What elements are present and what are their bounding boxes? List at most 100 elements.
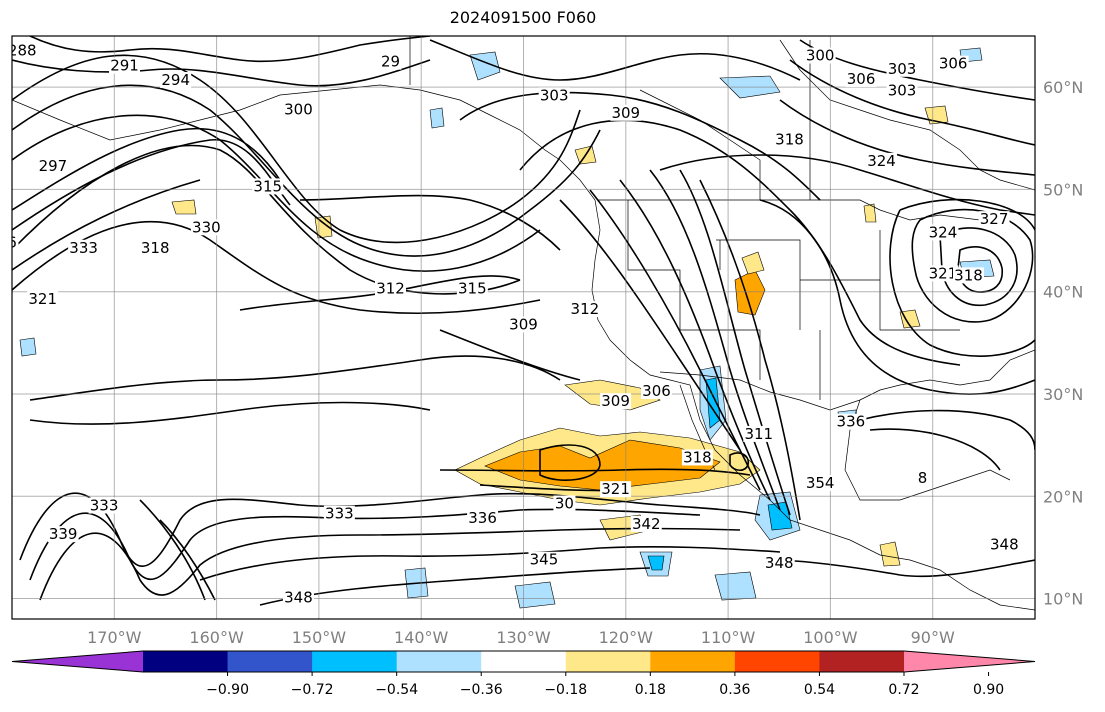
lon-tick-label: 150°W <box>292 628 347 647</box>
map-frame <box>11 35 1036 620</box>
contour-label-bg <box>528 551 560 568</box>
contour-pac-5 <box>439 329 581 381</box>
contour-ak-1 <box>429 39 801 81</box>
contour-label: 30 <box>555 494 574 512</box>
colorbar-tick-label: −0.72 <box>291 682 334 698</box>
contour-label-bg <box>323 505 355 522</box>
contour-label-bg <box>804 47 836 64</box>
latitude-ticks: 10°N 20°N 30°N 40°N 50°N 60°N <box>1043 78 1083 608</box>
contour-label-bg <box>12 234 19 251</box>
contour-label-bg <box>379 53 402 70</box>
contour-label-bg <box>804 475 836 492</box>
contour-north-8 <box>12 127 281 211</box>
contour-label-bg <box>27 290 59 307</box>
contour-label-bg <box>252 178 284 195</box>
contour-label: 348 <box>990 535 1019 553</box>
lat-tick-label: 30°N <box>1043 385 1083 404</box>
contour-low-4 <box>889 198 1035 357</box>
contour-label: 297 <box>39 157 68 175</box>
contour-label: 303 <box>540 86 569 104</box>
map-title: 2024091500 F060 <box>449 8 597 27</box>
contour-label: 306 <box>939 55 968 73</box>
cold-core-mexico <box>767 501 793 531</box>
contour-pac-4 <box>29 401 431 425</box>
contour-label: 348 <box>765 554 794 572</box>
contour-label-bg <box>569 301 601 318</box>
contour-label: 324 <box>867 152 896 170</box>
contour-label: 321 <box>929 264 958 282</box>
contour-label-bg <box>886 82 918 99</box>
contour-label-bg <box>988 536 1020 553</box>
contour-label-bg <box>953 267 985 284</box>
contour-label: 306 <box>642 382 671 400</box>
colorbar-tick-label: −0.36 <box>460 682 503 698</box>
contour-label-bg <box>553 495 576 512</box>
contour-label: 318 <box>141 239 170 257</box>
lon-tick-label: 100°W <box>803 628 858 647</box>
cold-patch-south <box>514 581 556 609</box>
contour-label: 315 <box>458 280 487 298</box>
contour-sub-4 <box>199 545 781 581</box>
contour-label: 312 <box>376 280 405 298</box>
lon-tick-label: 170°W <box>87 628 142 647</box>
cold-patch-pac-w <box>19 337 37 357</box>
contour-label-bg <box>630 515 662 532</box>
contour-label-bg <box>375 280 407 297</box>
contour-sub-3 <box>39 527 741 601</box>
contour-label: 354 <box>806 474 835 492</box>
contour-label-bg <box>763 554 795 571</box>
warm-patch-dakota <box>863 203 877 223</box>
colorbar-tick-label: 0.18 <box>635 682 666 698</box>
warm-patch-north <box>171 199 197 215</box>
contour-label: 336 <box>468 509 497 527</box>
colorbar-tick-label: 0.54 <box>804 682 835 698</box>
contour-north-2 <box>12 84 601 257</box>
contour-trop-2 <box>439 468 751 476</box>
contour-label: 300 <box>284 101 313 119</box>
contour-trop-1 <box>779 559 1035 578</box>
contour-label-bg <box>886 60 918 77</box>
lat-tick-label: 50°N <box>1043 180 1083 199</box>
contour-label: 300 <box>806 47 835 65</box>
contour-sub-7 <box>139 499 206 601</box>
colorbar-segment <box>819 651 905 672</box>
contour-pac-3 <box>29 355 561 401</box>
contour-label: 309 <box>509 316 538 334</box>
contour-label-bg <box>12 42 38 59</box>
contour-label: 309 <box>601 392 630 410</box>
contour-label: 324 <box>929 223 958 241</box>
contour-label: 309 <box>611 104 640 122</box>
contour-label: 6 <box>7 234 17 252</box>
contour-label: 315 <box>253 177 282 195</box>
colorbar-segment <box>734 651 820 672</box>
colorbar-tick-label: 0.90 <box>973 682 1004 698</box>
colorbar-extend-low <box>12 651 143 672</box>
contour-label: 330 <box>192 218 221 236</box>
contour-label: 29 <box>381 53 400 71</box>
contour-sub-6 <box>159 519 216 601</box>
colorbar-segment <box>565 651 651 672</box>
contour-label-bg <box>915 469 929 486</box>
contour-label-bg <box>927 265 959 282</box>
contour-label: 321 <box>601 480 630 498</box>
contour-top-1 <box>29 36 431 63</box>
colorbar-segment <box>650 651 736 672</box>
colorbar-outline <box>11 650 1036 673</box>
contour-label-bg <box>160 72 192 89</box>
contour-label-bg <box>866 152 898 169</box>
contour-label-bg <box>681 449 713 466</box>
contour-label-bg <box>508 316 539 333</box>
contour-label: 318 <box>954 266 983 284</box>
cold-patch-south-2 <box>714 571 757 601</box>
warm-patch-gulf <box>899 309 921 329</box>
colorbar-tick-label: −0.90 <box>206 682 249 698</box>
contour-label-bg <box>47 526 79 543</box>
contour-label: 294 <box>161 71 190 89</box>
lat-tick-label: 40°N <box>1043 283 1083 302</box>
contour-label-bg <box>109 57 141 74</box>
longitude-ticks: 170°W 160°W 150°W 140°W 130°W 120°W 110°W 100°W… <box>87 628 955 647</box>
contour-north-6 <box>12 139 291 231</box>
lon-tick-label: 130°W <box>496 628 551 647</box>
contour-label: 342 <box>632 515 661 533</box>
